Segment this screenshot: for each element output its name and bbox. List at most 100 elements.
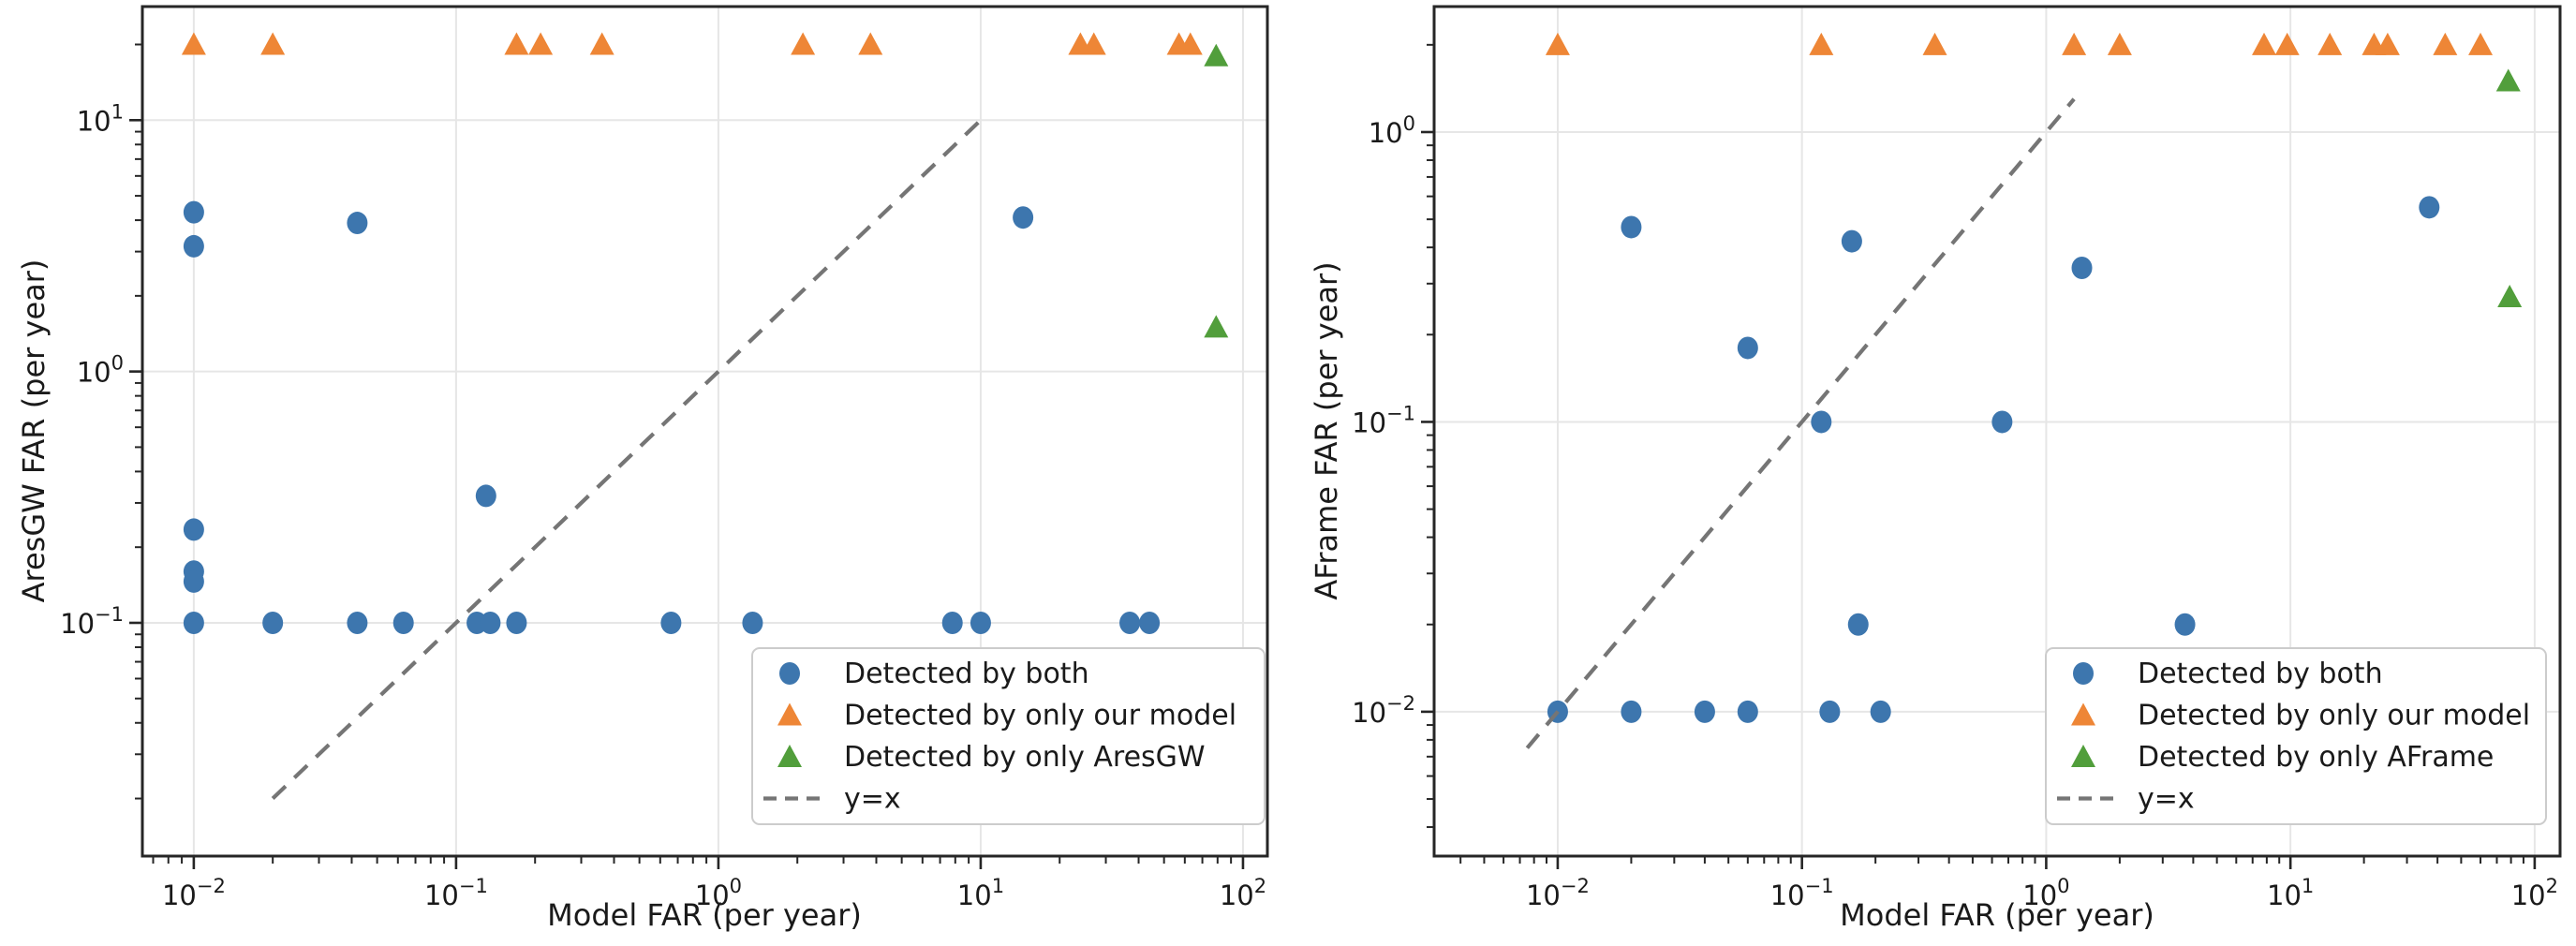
legend-marker-triangle — [2071, 702, 2095, 726]
y-tick-label: 100 — [77, 352, 124, 389]
scatter-point-only_model — [791, 32, 816, 55]
scatter-point-only_model — [528, 32, 554, 55]
scatter-point-both — [262, 611, 284, 634]
scatter-point-both — [347, 611, 368, 634]
scatter-point-both — [2174, 613, 2196, 636]
scatter-point-both — [970, 611, 991, 634]
y-tick-label: 10−1 — [60, 603, 124, 640]
scatter-point-both — [1621, 215, 1642, 239]
legend-label: Detected by only AresGW — [844, 741, 1206, 774]
y-axis-label-right: AFrame FAR (per year) — [1309, 261, 1344, 600]
scatter-point-both — [475, 484, 496, 508]
identity-line — [1525, 97, 2076, 749]
scatter-point-both — [1737, 700, 1758, 723]
x-tick-label: 102 — [2511, 875, 2558, 911]
scatter-point-both — [480, 611, 501, 634]
scatter-point-both — [506, 611, 527, 634]
scatter-point-both — [1847, 613, 1869, 636]
scatter-point-only_other — [2497, 284, 2523, 307]
scatter-point-only_model — [181, 32, 206, 55]
scatter-point-both — [1841, 229, 1862, 253]
legend-label: Detected by both — [844, 658, 1089, 690]
scatter-point-both — [1819, 700, 1841, 723]
y-tick-label: 10−1 — [1352, 402, 1415, 438]
x-axis-label-left: Model FAR (per year) — [547, 897, 862, 933]
scatter-point-both — [1621, 700, 1642, 723]
scatter-point-only_model — [2252, 32, 2277, 55]
scatter-point-both — [392, 611, 414, 634]
scatter-point-both — [1811, 410, 1832, 434]
scatter-point-both — [1119, 611, 1141, 634]
scatter-point-only_model — [504, 32, 529, 55]
legend-label: Detected by only our model — [2138, 700, 2530, 732]
scatter-point-both — [183, 518, 204, 541]
y-tick-label: 101 — [77, 100, 124, 137]
plot-frame — [141, 5, 1269, 858]
legend-box — [2045, 647, 2547, 825]
scatter-point-only_model — [1177, 32, 1203, 55]
scatter-point-only_model — [2375, 32, 2400, 55]
scatter-point-both — [2071, 256, 2093, 279]
scatter-point-both — [1139, 611, 1161, 634]
y-tick-label: 10−2 — [1352, 692, 1415, 729]
legend-marker-circle — [779, 662, 800, 685]
x-tick-label: 10−1 — [424, 875, 488, 911]
legend-marker-triangle — [777, 702, 802, 726]
x-axis-label-right: Model FAR (per year) — [1840, 897, 2154, 933]
scatter-point-only_model — [1081, 32, 1106, 55]
legend-marker-circle — [2073, 662, 2094, 685]
scatter-point-only_model — [1809, 32, 1834, 55]
legend: Detected by both Detected by only our mod… — [2045, 647, 2547, 825]
y-axis-label-left: AresGW FAR (per year) — [16, 259, 52, 603]
x-tick-label: 102 — [1220, 875, 1266, 911]
scatter-point-only_model — [2062, 32, 2087, 55]
scatter-point-both — [347, 212, 368, 235]
legend-label: y=x — [844, 783, 901, 816]
scatter-point-only_model — [1922, 32, 1947, 55]
x-tick-label: 10−2 — [162, 875, 226, 911]
scatter-point-both — [1870, 700, 1891, 723]
x-tick-label: 100 — [2022, 875, 2069, 911]
legend: Detected by both Detected by only our mod… — [751, 647, 1266, 825]
plot-frame — [1432, 5, 2562, 858]
x-tick-label: 101 — [2267, 875, 2314, 911]
scatter-point-only_model — [1545, 32, 1570, 55]
identity-line — [271, 118, 983, 801]
scatter-point-both — [1737, 336, 1758, 360]
scatter-point-both — [1991, 410, 2013, 434]
aframe-comparison-plot: 10−2 10−1 100 101 102 100 10−1 10−2 Detected by … — [1352, 5, 2562, 911]
scatter-point-both — [183, 234, 204, 258]
legend-label: Detected by only our model — [844, 700, 1236, 732]
scatter-point-both — [2419, 196, 2440, 219]
scatter-point-only_other — [1204, 43, 1229, 67]
y-tick-label: 100 — [1369, 112, 1415, 149]
scatter-point-only_model — [858, 32, 883, 55]
legend-label: Detected by both — [2138, 658, 2383, 690]
legend-marker-triangle — [2071, 745, 2095, 767]
scatter-point-only_model — [2468, 32, 2494, 55]
scatter-point-only_model — [589, 32, 614, 55]
scatter-point-only_other — [2495, 68, 2521, 92]
scatter-point-both — [183, 569, 204, 593]
scatter-point-both — [183, 200, 204, 224]
scatter-point-only_other — [1204, 315, 1229, 338]
scatter-point-both — [941, 611, 963, 634]
scatter-point-both — [742, 611, 763, 634]
x-tick-label: 101 — [957, 875, 1004, 911]
scatter-point-only_model — [260, 32, 286, 55]
legend-label: y=x — [2138, 783, 2195, 816]
scatter-point-only_model — [2274, 32, 2300, 55]
x-tick-label: 10−2 — [1526, 875, 1590, 911]
legend-marker-triangle — [777, 745, 802, 767]
legend-label: Detected by only AFrame — [2138, 741, 2494, 774]
scatter-point-only_model — [2317, 32, 2343, 55]
scatter-point-both — [183, 611, 204, 634]
scatter-point-both — [660, 611, 682, 634]
scatter-point-both — [1694, 700, 1715, 723]
scatter-point-only_model — [2107, 32, 2132, 55]
x-tick-label: 10−1 — [1770, 875, 1834, 911]
scatter-point-both — [1013, 206, 1034, 229]
